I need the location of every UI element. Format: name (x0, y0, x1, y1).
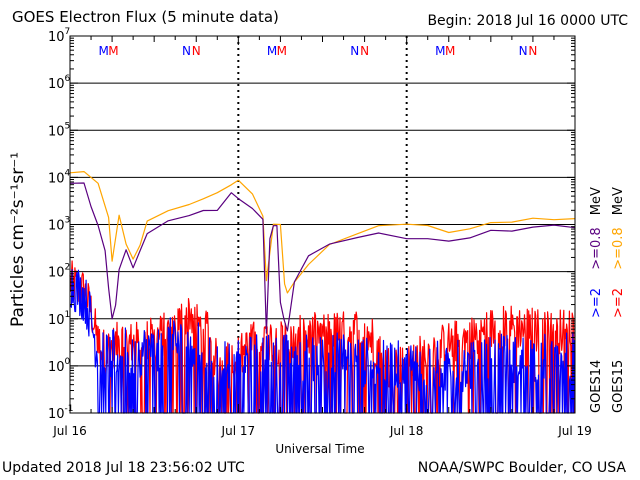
series-line-goes15_08 (69, 171, 576, 294)
x-tick-label: Jul 17 (221, 424, 256, 438)
y-tick-label: 102 (48, 263, 70, 281)
x-axis-label: Universal Time (275, 442, 365, 456)
legend-goes14-2mev: >=2 (589, 287, 604, 318)
y-tick-label: 105 (48, 121, 70, 139)
event-marker: M (108, 44, 118, 58)
legend-goes14-series: >=2 >=0.8 MeV (589, 187, 604, 318)
event-marker: N (182, 44, 191, 58)
legend-goes15-08mev: >=0.8 (611, 227, 626, 270)
gridlines (70, 36, 575, 413)
event-marker: M (445, 44, 455, 58)
legend-unit: MeV (589, 187, 604, 216)
x-tick-label: Jul 16 (52, 424, 87, 438)
event-marker: N (519, 44, 528, 58)
begin-time: Begin: 2018 Jul 16 0000 UTC (427, 13, 628, 29)
event-marker: M (277, 44, 287, 58)
y-axis-label: Particles cm⁻²s⁻¹sr⁻¹ (8, 151, 28, 327)
y-tick-label: 10-1 (48, 404, 74, 422)
event-marker: M (435, 44, 445, 58)
event-marker: M (267, 44, 277, 58)
event-marker: N (192, 44, 201, 58)
y-tick-label: 107 (48, 27, 70, 45)
legend-goes15-label: GOES15 (611, 359, 626, 413)
credit-text: NOAA/SWPC Boulder, CO USA (417, 460, 626, 476)
legend-goes14-label: GOES14 (589, 359, 604, 413)
x-tick-label: Jul 18 (389, 424, 424, 438)
y-tick-label: 104 (48, 168, 71, 186)
plot-frame (69, 35, 576, 414)
axis-ticks: 10-1 100 101 102 103 104 105 106 107 Jul 16 Jul 17… (48, 27, 592, 438)
y-tick-label: 106 (48, 74, 71, 92)
chart-title: GOES Electron Flux (5 minute data) (12, 8, 279, 26)
legend-unit: MeV (611, 187, 626, 216)
series-line-goes14_2 (69, 269, 575, 414)
series-layer (69, 171, 576, 414)
series-line-goes14_08 (69, 182, 576, 334)
legend-goes15-series: >=2 >=0.8 MeV (611, 187, 626, 318)
event-marker: N (360, 44, 369, 58)
event-marker: M (98, 44, 108, 58)
series-line-goes15_2 (69, 260, 575, 414)
legend-goes14-08mev: >=0.8 (589, 227, 604, 270)
y-tick-label: 101 (48, 310, 70, 328)
legend-goes15-2mev: >=2 (611, 287, 626, 318)
event-marker: N (528, 44, 537, 58)
event-marker: N (350, 44, 359, 58)
updated-timestamp: Updated 2018 Jul 18 23:56:02 UTC (2, 460, 245, 476)
x-tick-label: Jul 19 (557, 424, 592, 438)
y-tick-label: 100 (48, 357, 71, 375)
y-tick-label: 103 (48, 216, 70, 234)
